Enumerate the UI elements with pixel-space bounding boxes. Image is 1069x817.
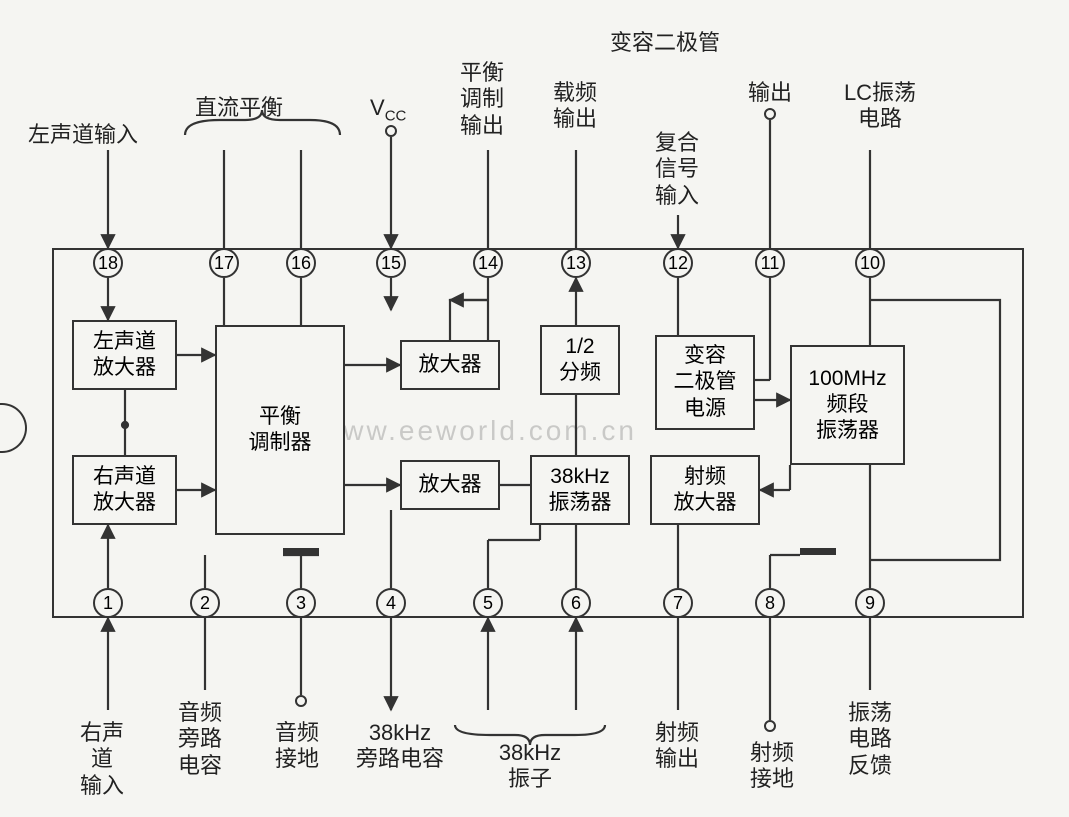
label-xtal38k-text: 38kHz振子 [499,740,561,791]
pin-15: 15 [376,248,406,278]
pin-7: 7 [663,588,693,618]
block-divider: 1/2分频 [540,325,620,395]
pin-17: 17 [209,248,239,278]
label-lc-oscillator: LC振荡电路 [830,80,930,133]
label-composite-signal-input: 复合信号输入 [655,130,699,209]
pin-18-num: 18 [98,253,118,274]
vcc-terminal-icon [385,125,397,137]
block-38khz-oscillator: 38kHz振荡器 [530,455,630,525]
ic-notch [0,403,27,453]
pin-14: 14 [473,248,503,278]
pin-15-num: 15 [381,253,401,274]
block-amp1-label: 放大器 [419,352,482,378]
label-dc-balance: 直流平衡 [195,95,283,121]
label-lc-osc-text: LC振荡电路 [844,80,916,131]
label-output: 输出 [748,80,792,106]
pin-3: 3 [286,588,316,618]
pin-10: 10 [855,248,885,278]
block-rfamp-label: 射频放大器 [674,464,737,517]
block-osc38k-label: 38kHz振荡器 [549,464,612,517]
block-right-amp-label: 右声道放大器 [93,464,156,517]
block-amplifier-2: 放大器 [400,460,500,510]
pin-16-num: 16 [291,253,311,274]
block-bal-mod-label: 平衡调制器 [249,404,312,457]
label-audio-bypass-cap: 音频旁路电容 [178,700,222,779]
block-left-amp-label: 左声道放大器 [93,329,156,382]
label-vcc: VCC [370,95,406,125]
output-terminal-icon [764,108,776,120]
pin-2: 2 [190,588,220,618]
pin-11-num: 11 [761,253,780,274]
label-audio-ground: 音频接地 [275,720,319,773]
pin-2-num: 2 [200,593,210,614]
label-38khz-bypass-cap: 38kHz旁路电容 [350,720,450,773]
pin-4: 4 [376,588,406,618]
block-divider-label: 1/2分频 [559,334,601,387]
label-right-channel-input: 右声道输入 [80,720,124,799]
pin-8: 8 [755,588,785,618]
block-amplifier-1: 放大器 [400,340,500,390]
vcc-v: V [370,95,385,120]
pin-1-num: 1 [103,593,113,614]
vcc-sub: CC [385,107,407,124]
pin-16: 16 [286,248,316,278]
label-varactor-diode: 变容二极管 [610,30,720,56]
pin-14-num: 14 [478,253,498,274]
pin-12: 12 [663,248,693,278]
pin-5-num: 5 [483,593,493,614]
label-oscillator-feedback: 振荡电路反馈 [848,700,892,779]
pin-13: 13 [561,248,591,278]
rf-gnd-terminal-icon [764,720,776,732]
block-left-channel-amp: 左声道放大器 [72,320,177,390]
audio-gnd-terminal-icon [295,695,307,707]
label-balanced-mod-output: 平衡调制输出 [460,60,504,139]
pin-6: 6 [561,588,591,618]
pin-9-num: 9 [865,593,875,614]
pin-7-num: 7 [673,593,683,614]
block-rf-amplifier: 射频放大器 [650,455,760,525]
pin-10-num: 10 [860,253,880,274]
pin-8-num: 8 [765,593,775,614]
label-carrier-output: 载频输出 [553,80,597,133]
pin-11: 11 [755,248,785,278]
pin-9: 9 [855,588,885,618]
block-balanced-modulator: 平衡调制器 [215,325,345,535]
pin-1: 1 [93,588,123,618]
label-rf-output: 射频输出 [655,720,699,773]
label-byp38k-text: 38kHz旁路电容 [356,720,444,771]
label-38khz-crystal: 38kHz振子 [490,740,570,793]
pin-3-num: 3 [296,593,306,614]
label-rf-ground: 射频接地 [750,740,794,793]
block-varactor-power: 变容二极管电源 [655,335,755,430]
pin-5: 5 [473,588,503,618]
pin-13-num: 13 [566,253,586,274]
block-100mhz-oscillator: 100MHz频段振荡器 [790,345,905,465]
block-amp2-label: 放大器 [419,472,482,498]
pin-12-num: 12 [668,253,688,274]
pin-4-num: 4 [386,593,396,614]
block-osc100m-label: 100MHz频段振荡器 [808,366,886,445]
block-varactor-label: 变容二极管电源 [674,343,737,422]
watermark-text: www.eeworld.com.cn [320,415,637,447]
block-right-channel-amp: 右声道放大器 [72,455,177,525]
pin-17-num: 17 [214,253,234,274]
pin-18: 18 [93,248,123,278]
label-left-channel-input: 左声道输入 [28,122,138,148]
pin-6-num: 6 [571,593,581,614]
